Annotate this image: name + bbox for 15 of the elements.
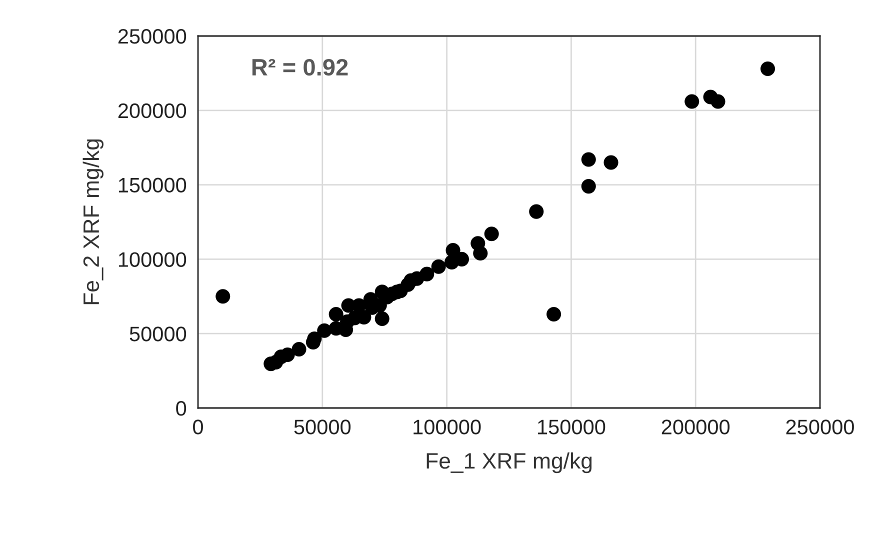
x-tick-label: 0 — [193, 420, 203, 434]
y-tick-label: 250000 — [118, 29, 186, 44]
x-tick-label: 150000 — [538, 420, 606, 434]
x-tick-label: 200000 — [662, 420, 730, 434]
y-tick-label: 150000 — [118, 178, 186, 193]
y-tick-label: 100000 — [118, 252, 186, 267]
x-tick-label: 250000 — [786, 420, 854, 434]
x-axis-title: Fe_1 XRF mg/kg — [426, 452, 592, 474]
x-tick-label: 100000 — [414, 420, 481, 434]
annotation: R² = 0.92 — [252, 58, 348, 76]
x-tick-label: 50000 — [294, 420, 351, 434]
y-tick-label: 50000 — [130, 326, 186, 342]
y-tick-label: 200000 — [118, 103, 186, 118]
y-tick-label: 0 — [176, 401, 186, 416]
y-axis-title: Fe_2 XRF mg/kg — [82, 139, 104, 304]
